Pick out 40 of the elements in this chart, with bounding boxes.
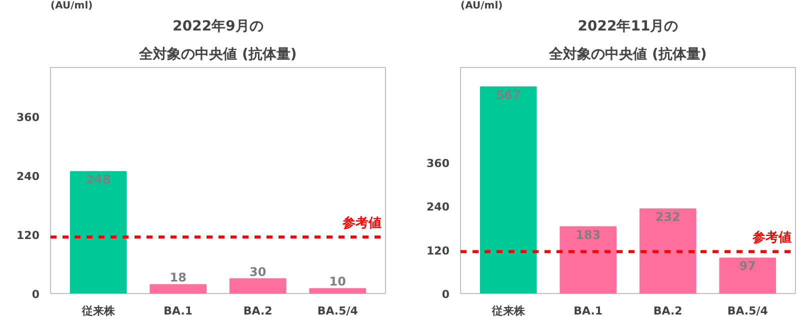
y-tick-label: 360 [16, 111, 40, 124]
data-label: 10 [329, 274, 346, 289]
y-tick-label: 240 [16, 170, 40, 184]
y-tick-label: 120 [16, 229, 40, 242]
data-label: 567 [496, 88, 521, 102]
y-tick-label: 0 [32, 288, 40, 301]
x-tick-label: 従来株 [490, 304, 526, 318]
data-label: 183 [576, 228, 601, 242]
chart-title: 2022年9月の [172, 18, 264, 34]
x-tick-label: BA.2 [243, 304, 272, 318]
chart-subtitle: 全対象の中央値 (抗体量) [138, 46, 297, 62]
ref-line-label: 参考値 [752, 230, 792, 246]
x-tick-label: BA.2 [653, 304, 682, 318]
data-label: 30 [250, 264, 266, 279]
bar [70, 171, 127, 294]
bar [719, 258, 776, 294]
x-tick-label: BA.1 [164, 304, 193, 318]
bar [480, 86, 537, 294]
y-tick-label: 120 [426, 244, 450, 258]
x-tick-label: BA.5/4 [727, 304, 768, 318]
chart-subtitle: 全対象の中央値 (抗体量) [548, 46, 707, 62]
bar [150, 284, 207, 294]
data-label: 232 [655, 210, 680, 224]
y-axis-title: (AU/ml) [460, 0, 503, 12]
data-label: 97 [739, 259, 756, 274]
x-tick-label: 従来株 [80, 304, 116, 318]
x-tick-label: BA.1 [574, 304, 603, 318]
data-label: 248 [86, 172, 111, 187]
y-tick-label: 360 [426, 156, 450, 170]
bar [639, 208, 696, 294]
chart-title: 2022年11月の [578, 18, 678, 34]
y-tick-label: 0 [442, 288, 450, 301]
ref-line-label: 参考値 [342, 215, 382, 231]
bar [560, 226, 617, 294]
x-tick-label: BA.5/4 [317, 304, 358, 318]
bar [229, 278, 286, 294]
y-tick-label: 240 [426, 200, 450, 214]
data-label: 18 [170, 270, 186, 285]
bar [309, 288, 366, 294]
y-axis-title: (AU/ml) [50, 0, 93, 12]
